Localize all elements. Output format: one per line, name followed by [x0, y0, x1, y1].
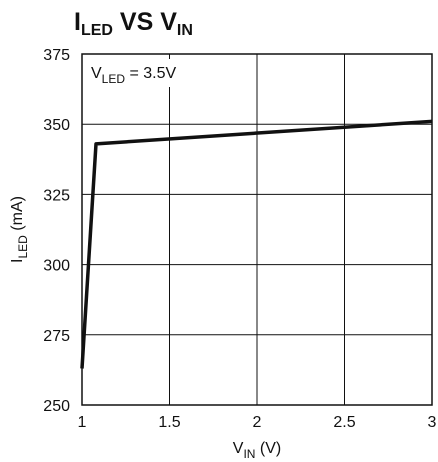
y-tick-label: 250: [43, 398, 70, 415]
x-tick-label: 2: [253, 414, 262, 431]
x-tick-label: 2.5: [333, 414, 355, 431]
y-axis-label: ILED (mA): [9, 196, 30, 263]
series-layer: [80, 119, 433, 369]
grid-lines: [81, 53, 433, 406]
y-tick-label: 325: [43, 187, 70, 204]
series-line: [80, 119, 433, 369]
y-tick-label: 375: [43, 47, 70, 64]
x-tick-label: 1.5: [158, 414, 180, 431]
tick-labels: 1 1.5 2 2.5 3 250 275 300 325 350 375: [43, 47, 436, 431]
y-tick-label: 300: [43, 258, 70, 275]
annotation-background: [85, 59, 205, 87]
x-tick-label: 1: [78, 414, 87, 431]
plot-frame: [81, 53, 433, 406]
y-tick-label: 350: [43, 117, 70, 134]
annotation-label: VLED = 3.5V: [91, 65, 176, 86]
y-tick-label: 275: [43, 328, 70, 345]
x-axis-label: VIN (V): [233, 440, 281, 461]
x-tick-label: 3: [428, 414, 437, 431]
chart-title: ILED VS VIN: [74, 8, 193, 39]
